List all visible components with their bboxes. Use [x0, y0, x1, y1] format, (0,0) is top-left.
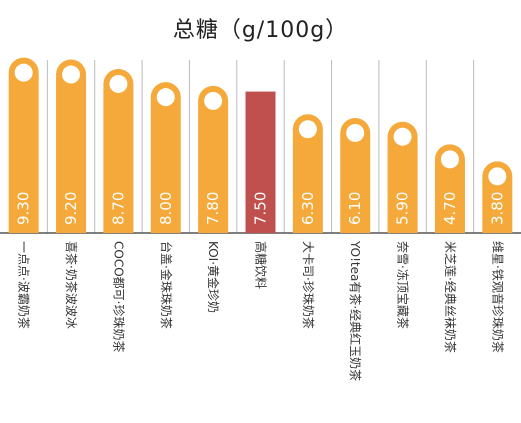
bar-dot-marker	[298, 120, 317, 139]
category-label: 奈雪·冻顶宝藏茶	[396, 241, 411, 329]
chart-title: 总糖（g/100g）	[172, 18, 349, 43]
data-label: 4.70	[441, 192, 459, 225]
bar-dot-marker	[393, 127, 412, 146]
data-label: 5.90	[394, 192, 412, 225]
bar-dot-marker	[14, 63, 33, 82]
category-label: 大卡司·珍珠奶茶	[301, 241, 316, 329]
bar	[387, 121, 418, 233]
bar-dot-marker	[109, 74, 128, 93]
bar	[245, 91, 276, 233]
bar-dot-marker	[488, 167, 507, 186]
bar	[8, 57, 39, 234]
category-label: 米芝莲·经典丝袜奶茶	[443, 241, 458, 353]
bar-dot-marker	[156, 88, 175, 107]
bar	[198, 85, 229, 233]
data-label: 6.30	[299, 192, 317, 225]
bar	[292, 114, 323, 233]
category-label: 一点点·波霸奶茶	[17, 241, 32, 329]
bar	[434, 144, 465, 233]
data-label: 8.70	[109, 192, 127, 225]
bar-dot-marker	[346, 123, 365, 142]
category-label: 维星·铁观音珍珠奶茶	[490, 241, 505, 353]
bar	[340, 117, 371, 233]
category-label: YO!tea有茶·经典红玉奶茶	[348, 240, 363, 381]
bar	[103, 68, 134, 233]
data-label: 9.20	[62, 192, 80, 225]
bar	[56, 59, 87, 233]
category-label: COCO都可·珍珠奶茶	[111, 241, 126, 352]
category-label: 喜茶·奶茶波波冰	[64, 241, 79, 329]
data-label: 8.00	[157, 192, 175, 225]
category-label: 高糖饮料	[254, 241, 269, 289]
data-label: 7.50	[252, 192, 270, 225]
bar-dot-marker	[62, 65, 81, 84]
bar-dot-marker	[440, 150, 459, 169]
bar	[150, 82, 181, 233]
data-label: 3.80	[488, 192, 506, 225]
category-label: KOI·黄金珍奶	[206, 241, 221, 313]
data-label: 7.80	[204, 192, 222, 225]
data-label: 6.10	[346, 192, 364, 225]
data-label: 9.30	[15, 192, 33, 225]
bar-dot-marker	[204, 91, 223, 110]
category-label: 台盖·金珠珠奶茶	[159, 241, 174, 329]
